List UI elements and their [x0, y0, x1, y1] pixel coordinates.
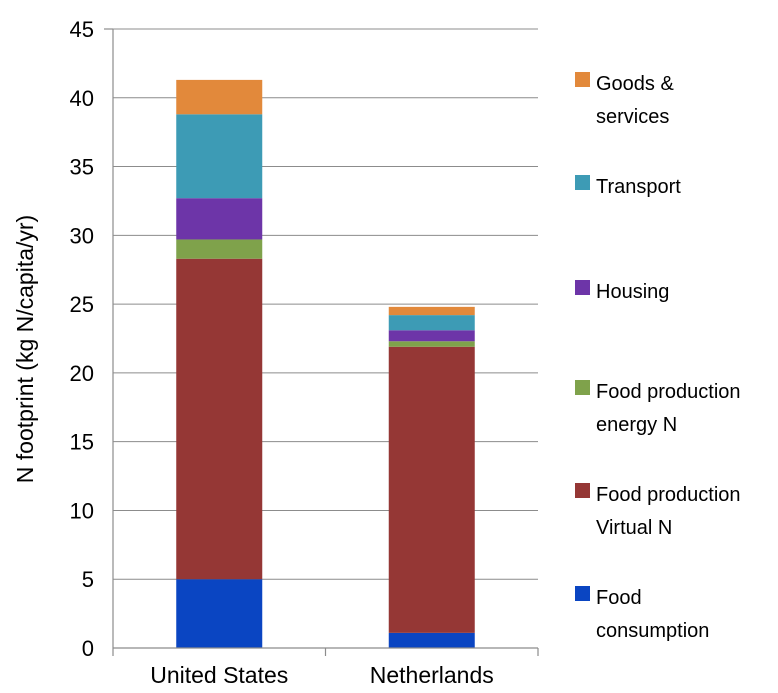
x-category-label: United States	[150, 662, 288, 688]
legend-label-line: Food	[596, 587, 642, 609]
legend-label-line: energy N	[596, 414, 678, 436]
x-category-labels: United States Netherlands	[150, 662, 494, 688]
y-axis-title: N footprint (kg N/capita/yr)	[12, 215, 38, 483]
bar-segment	[176, 258, 263, 580]
y-tick-label: 10	[70, 498, 94, 523]
bar-segment	[388, 632, 475, 648]
y-tick-label: 35	[70, 155, 94, 180]
legend-label-line: Goods &	[596, 73, 674, 95]
bars	[176, 79, 475, 648]
legend: Goods & services Transport Housing Food prod…	[575, 0, 778, 693]
legend-label: Food production Virtual N	[596, 479, 778, 545]
bar-segment	[176, 239, 263, 259]
legend-label: Housing	[596, 276, 778, 309]
bar-segment	[388, 346, 475, 633]
legend-swatch	[575, 280, 590, 295]
legend-label-line: Transport	[596, 176, 681, 198]
legend-label: Food production energy N	[596, 376, 778, 442]
bar-segment	[388, 341, 475, 347]
bar-segment	[388, 306, 475, 316]
legend-swatch	[575, 380, 590, 395]
legend-swatch	[575, 72, 590, 87]
legend-label-line: Food production	[596, 381, 741, 403]
legend-swatch	[575, 483, 590, 498]
y-tick-label: 20	[70, 361, 94, 386]
bar-segment	[388, 315, 475, 331]
x-category-label: Netherlands	[370, 662, 494, 688]
legend-label: Food consumption	[596, 582, 778, 648]
legend-swatch	[575, 175, 590, 190]
y-tick-label: 0	[82, 636, 94, 661]
legend-label-line: Housing	[596, 281, 670, 303]
legend-label-line: Food production	[596, 484, 741, 506]
y-tick-labels: 0 5 10 15 20 25 30 35 40 45	[70, 17, 94, 661]
bar-segment	[388, 330, 475, 342]
y-tick-label: 30	[70, 223, 94, 248]
bar-segment	[176, 579, 263, 648]
legend-swatch	[575, 586, 590, 601]
y-tick-label: 40	[70, 86, 94, 111]
y-tick-label: 5	[82, 567, 94, 592]
legend-label-line: consumption	[596, 620, 710, 642]
legend-label-line: Virtual N	[596, 517, 673, 539]
y-tick-label: 25	[70, 292, 94, 317]
bar-segment	[176, 79, 263, 115]
legend-label: Goods & services	[596, 68, 778, 134]
bar-segment	[176, 114, 263, 199]
axes	[104, 28, 539, 656]
legend-label: Transport	[596, 171, 778, 204]
y-tick-label: 15	[70, 430, 94, 455]
legend-label-line: services	[596, 106, 670, 128]
y-tick-label: 45	[70, 17, 94, 42]
bar-segment	[176, 198, 263, 240]
